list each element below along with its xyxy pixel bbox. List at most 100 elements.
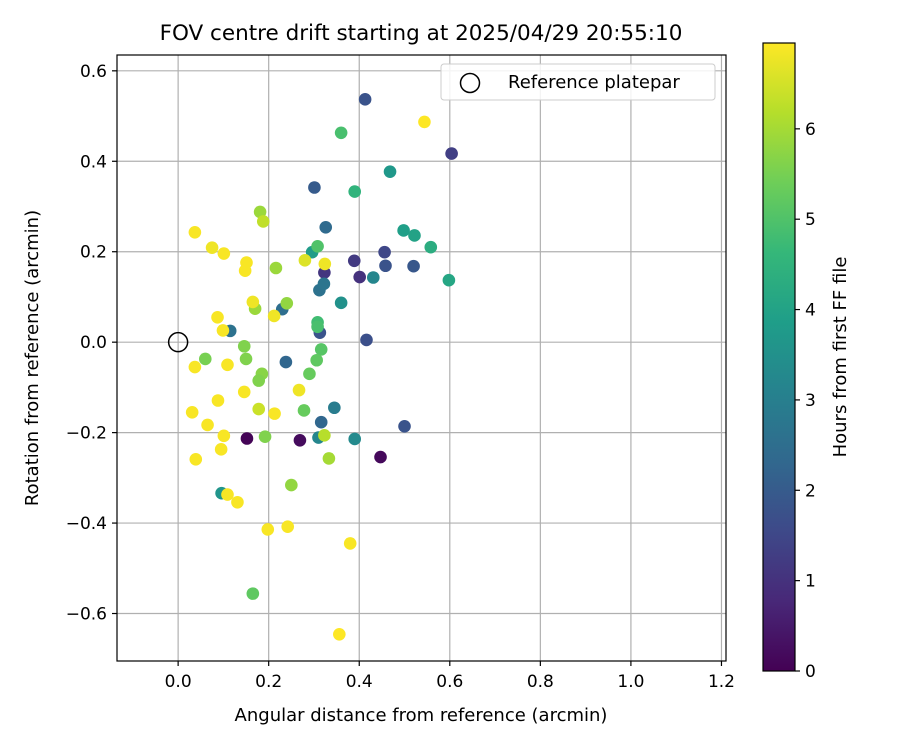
x-tick-label: 0.0	[165, 672, 192, 692]
data-point	[303, 367, 316, 381]
data-point	[293, 434, 307, 447]
y-tick-label: 0.0	[80, 333, 107, 353]
data-point	[258, 430, 272, 443]
data-point	[205, 241, 219, 254]
data-point	[308, 181, 321, 194]
x-tick-label: 0.8	[527, 672, 554, 692]
data-point	[398, 419, 411, 433]
data-point	[358, 93, 372, 106]
data-point	[314, 343, 328, 356]
colorbar-tick-label: 0	[805, 662, 816, 682]
data-point	[214, 443, 228, 456]
data-point	[201, 418, 214, 432]
data-point	[445, 147, 458, 160]
data-point	[360, 333, 373, 347]
x-tick-label: 1.0	[617, 672, 644, 692]
data-point	[328, 401, 341, 415]
data-point	[442, 273, 456, 287]
data-point	[231, 495, 244, 509]
data-point	[311, 239, 324, 253]
data-point	[246, 295, 260, 309]
colorbar-frame	[762, 42, 796, 672]
y-tick-label: −0.6	[66, 605, 107, 625]
data-point	[407, 259, 420, 273]
data-point	[418, 115, 431, 129]
colorbar-label: Hours from first FF file	[830, 257, 851, 458]
data-point	[374, 450, 387, 464]
scatter-points	[185, 93, 458, 641]
data-point	[311, 320, 324, 334]
data-point	[267, 309, 281, 323]
y-tick-label: 0.4	[80, 152, 107, 172]
data-point	[188, 225, 202, 239]
data-point	[348, 432, 362, 446]
y-tick-label: 0.6	[80, 62, 107, 82]
reference-platepar-marker	[167, 331, 189, 353]
data-point	[239, 352, 253, 366]
data-point	[347, 254, 361, 268]
legend-reference-marker	[459, 72, 481, 94]
data-point	[261, 523, 275, 536]
data-point	[217, 247, 231, 260]
data-point	[246, 587, 260, 600]
data-point	[383, 165, 397, 178]
data-point	[318, 429, 331, 442]
data-point	[334, 126, 348, 140]
data-point	[188, 360, 202, 374]
data-point	[221, 488, 234, 501]
data-point	[269, 261, 283, 275]
data-point	[310, 353, 323, 367]
data-point	[314, 415, 328, 429]
data-point	[211, 310, 224, 324]
data-point	[238, 264, 252, 278]
colorbar-tick-label: 2	[805, 481, 816, 501]
data-point	[378, 245, 391, 259]
colorbar-tick-label: 1	[805, 572, 816, 592]
colorbar-ticks: 0 1 2 3 4 5 6	[795, 120, 816, 682]
data-point	[318, 257, 332, 271]
data-point	[185, 405, 199, 419]
x-tick-label: 0.4	[346, 672, 373, 692]
data-point	[252, 402, 266, 416]
data-point	[198, 352, 212, 366]
legend: Reference platepar	[440, 63, 716, 101]
data-point	[333, 628, 346, 641]
colorbar-gradient	[763, 43, 795, 671]
data-point	[211, 394, 225, 407]
data-point	[237, 339, 251, 353]
data-point	[298, 254, 312, 267]
plot-frame	[116, 54, 727, 662]
y-tick-label: 0.2	[80, 243, 107, 263]
data-point	[279, 355, 293, 369]
colorbar-tick-label: 4	[805, 301, 816, 321]
y-tick-label: −0.2	[66, 424, 107, 444]
colorbar: 0 1 2 3 4 5 6 Hours from first FF file	[762, 42, 851, 682]
data-point	[285, 478, 298, 492]
colorbar-tick-label: 5	[805, 210, 816, 230]
colorbar-tick-label: 6	[805, 120, 816, 140]
y-tick-label: −0.4	[66, 514, 107, 534]
data-point	[216, 324, 230, 337]
data-point	[366, 271, 380, 284]
x-axis-ticks: 0.0 0.2 0.4 0.6 0.8 1.0 1.2	[165, 661, 735, 692]
data-point	[256, 215, 270, 228]
data-point	[379, 259, 392, 273]
x-tick-label: 0.2	[255, 672, 282, 692]
data-point	[297, 404, 311, 417]
data-point	[253, 205, 267, 219]
data-point	[237, 385, 251, 399]
y-axis-ticks: −0.6 −0.4 −0.2 0.0 0.2 0.4 0.6	[66, 62, 117, 625]
data-point	[268, 407, 281, 420]
x-axis-label: Angular distance from reference (arcmin)	[235, 705, 608, 726]
data-point	[217, 429, 231, 443]
data-point	[292, 383, 306, 397]
x-tick-label: 1.2	[708, 672, 735, 692]
data-point	[252, 374, 266, 387]
legend-label-reference-platepar: Reference platepar	[508, 72, 680, 93]
data-point	[353, 270, 366, 284]
data-point	[424, 240, 438, 254]
data-point	[343, 537, 357, 550]
data-point	[189, 453, 203, 466]
data-point	[334, 296, 348, 310]
